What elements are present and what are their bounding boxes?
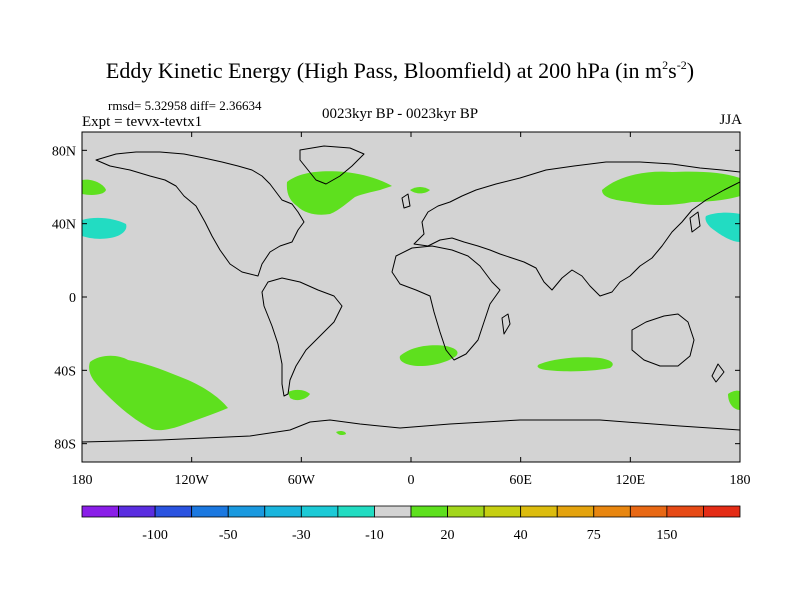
season-label: JJA [719, 112, 742, 128]
experiment-label: Expt = tevvx-tevtx1 [82, 114, 203, 130]
colorbar-box [629, 505, 668, 518]
coastline-north-america [95, 151, 305, 277]
colorbar-box [447, 505, 485, 518]
coastline-new-zealand [711, 363, 725, 383]
colorbar-label: 40 [514, 528, 528, 543]
colorbar-box [593, 505, 631, 518]
colorbar-label: -100 [142, 528, 168, 543]
lon-tick-label: 60W [288, 473, 316, 488]
anomaly-region-east-pacific-cyan [82, 217, 127, 239]
coastline-japan [689, 211, 701, 233]
colorbar-box [81, 505, 119, 518]
anomaly-region-weddell [336, 430, 346, 436]
anomaly-region-north-atlantic [286, 171, 392, 215]
colorbar-box [300, 505, 339, 518]
anomaly-region-east-pacific-north [82, 179, 106, 195]
colorbar-box [264, 505, 302, 518]
anomaly-region-north-sea [410, 187, 430, 194]
colorbar-box [556, 505, 595, 518]
colorbar-label: 150 [656, 528, 677, 543]
period-label: 0023kyr BP - 0023kyr BP [321, 106, 479, 122]
colorbar-label: -10 [365, 528, 384, 543]
coastline-greenland [299, 145, 365, 185]
colorbar-box [374, 505, 412, 518]
anomaly-region-south-atlantic [399, 345, 458, 366]
anomaly-region-south-pacific [89, 355, 228, 431]
map-title: Eddy Kinetic Energy (High Pass, Bloomfie… [105, 58, 695, 83]
anomaly-region-drake-passage [288, 389, 310, 401]
lon-tick-label: 120W [175, 473, 210, 488]
colorbar-box [703, 505, 741, 518]
coastline-uk [401, 193, 411, 209]
anomaly-region-west-pacific-north [602, 171, 740, 205]
lon-tick-label: 60E [509, 473, 532, 488]
lat-tick-label: 0 [69, 291, 76, 306]
coastline-antarctica [82, 419, 740, 443]
colorbar-label: 20 [441, 528, 455, 543]
colorbar-box [191, 505, 229, 518]
colorbar-box [520, 505, 558, 518]
coastline-africa [391, 245, 501, 361]
coastline-australia [631, 313, 695, 367]
colorbar-label: 75 [587, 528, 601, 543]
lat-tick-label: 40S [54, 364, 76, 379]
anomaly-region-west-pacific-cyan [705, 212, 740, 242]
colorbar-box [666, 505, 704, 518]
lon-tick-label: 180 [72, 473, 93, 488]
colorbar-box [483, 505, 522, 518]
coastline-eurasia [413, 161, 740, 297]
colorbar-label: -30 [292, 528, 311, 543]
coastline-south-america [261, 277, 343, 397]
anomaly-region-south-pacific-east [728, 390, 740, 410]
colorbar-box [410, 505, 448, 518]
lat-tick-label: 80N [52, 144, 76, 159]
lat-tick-label: 80S [54, 438, 76, 453]
colorbar-box [154, 505, 193, 518]
colorbar-box [118, 505, 156, 518]
lat-tick-label: 40N [52, 218, 76, 233]
colorbar-label: -50 [219, 528, 238, 543]
coastline-madagascar [501, 313, 511, 335]
colorbar-box [337, 505, 375, 518]
colorbar-box [227, 505, 266, 518]
lon-tick-label: 180 [730, 473, 751, 488]
lon-tick-label: 120E [616, 473, 646, 488]
lon-tick-label: 0 [408, 473, 415, 488]
stats-text: rmsd= 5.32958 diff= 2.36634 [108, 98, 262, 113]
anomaly-region-indian-ocean [537, 357, 613, 372]
